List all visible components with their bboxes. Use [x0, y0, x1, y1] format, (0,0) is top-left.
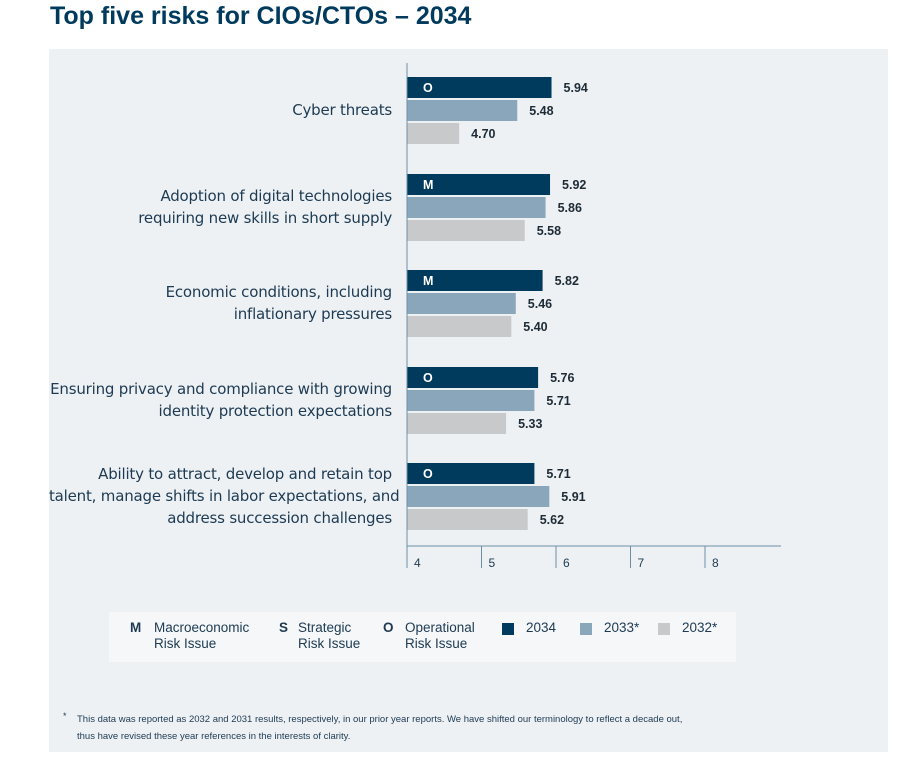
- legend-code-s: S: [279, 620, 289, 635]
- value-label-4-2032: 5.33: [518, 417, 542, 431]
- value-label-1-2032: 4.70: [471, 127, 495, 141]
- value-label-5-2034: 5.71: [546, 467, 570, 481]
- bar-2-2034: [407, 174, 551, 195]
- risk-code-2: M: [423, 178, 433, 192]
- value-label-3-2033: 5.46: [528, 297, 552, 311]
- value-label-2-2033: 5.86: [558, 201, 582, 215]
- legend-label-2032: 2032*: [682, 620, 718, 635]
- legend-label-strategic: Strategic Risk Issue: [298, 620, 360, 652]
- value-label-1-2033: 5.48: [529, 104, 553, 118]
- bar-plot: 5.94 5.48 4.70 O 5.92 5.86 5.58 M 5.825.46 5.40 M 5…: [406, 63, 781, 570]
- legend: M Macroeconomic Risk Issue S Strategic R…: [109, 612, 736, 662]
- risk-code-3: M: [423, 274, 433, 288]
- legend-label-macroeconomic: Macroeconomic Risk Issue: [154, 620, 249, 652]
- category-label-4: Ensuring privacy and compliance with gro…: [49, 378, 392, 422]
- bar-4-2034: [407, 367, 539, 388]
- legend-label-strategic-line2: Risk Issue: [298, 636, 361, 651]
- footnote-line-2: thus have revised these year references …: [77, 731, 351, 742]
- category-label-2-line-1: Adoption of digital technologies: [160, 187, 392, 205]
- legend-code-o: O: [383, 620, 394, 635]
- category-label-5-line-3: address succession challenges: [167, 509, 392, 527]
- category-label-2-line-2: requiring new skills in short supply: [138, 209, 392, 227]
- category-label-4-line-2: identity protection expectations: [158, 402, 393, 420]
- risk-code-4: O: [423, 371, 433, 385]
- legend-label-2033: 2033*: [604, 620, 640, 635]
- legend-code-m: M: [130, 620, 142, 635]
- value-label-5-2032: 5.62: [540, 513, 564, 527]
- bar-3-2032: [407, 316, 512, 337]
- value-label-2-2032: 5.58: [537, 224, 561, 238]
- value-label-4-2034: 5.76: [550, 371, 574, 385]
- legend-label-macroeconomic-line2: Risk Issue: [154, 636, 217, 651]
- bar-4-2032: [407, 413, 507, 434]
- bar-2-2033: [407, 197, 546, 218]
- legend-label-operational: Operational Risk Issue: [405, 620, 475, 652]
- footnote-line-1: This data was reported as 2032 and 2031 …: [77, 714, 683, 725]
- value-label-5-2033: 5.91: [561, 490, 585, 504]
- risk-code-5: O: [423, 467, 433, 481]
- bar-5-2032: [407, 509, 528, 530]
- bar-1-2033: [407, 100, 518, 121]
- legend-label-2034: 2034: [526, 620, 557, 635]
- x-tick-label-4: 4: [414, 556, 421, 570]
- chart-title: Top five risks for CIOs/CTOs – 2034: [50, 2, 472, 30]
- category-label-5-line-2: talent, manage shifts in labor expectati…: [49, 487, 400, 505]
- bar-4-2033: [407, 390, 535, 411]
- x-tick-label-6: 6: [563, 556, 570, 570]
- value-label-2-2034: 5.92: [562, 178, 586, 192]
- legend-swatch-2034: [502, 623, 514, 635]
- category-label-3-line-2: inflationary pressures: [233, 305, 392, 323]
- bar-1-2034: [407, 77, 552, 98]
- category-label-1: Cyber threats: [49, 99, 392, 121]
- category-label-2: Adoption of digital technologies requirin…: [49, 185, 392, 229]
- category-label-5: Ability to attract, develop and retain t…: [49, 463, 400, 529]
- x-tick-label-5: 5: [489, 556, 496, 570]
- legend-label-operational-line1: Operational: [405, 620, 475, 635]
- legend-label-strategic-line1: Strategic: [298, 620, 352, 635]
- bar-3-2034: [407, 270, 543, 291]
- value-label-4-2033: 5.71: [546, 394, 570, 408]
- bar-2-2032: [407, 220, 525, 241]
- category-label-3-line-1: Economic conditions, including: [165, 283, 393, 301]
- value-label-3-2034: 5.82: [555, 274, 579, 288]
- bar-3-2033: [407, 293, 516, 314]
- category-label-4-line-1: Ensuring privacy and compliance with gro…: [50, 380, 392, 398]
- bar-5-2033: [407, 486, 550, 507]
- risk-code-1: O: [423, 81, 433, 95]
- legend-swatch-2032: [658, 623, 670, 635]
- bar-1-2032: [407, 123, 460, 144]
- footnote-marker: *: [63, 711, 67, 721]
- legend-label-macroeconomic-line1: Macroeconomic: [154, 620, 250, 635]
- category-label-5-line-1: Ability to attract, develop and retain t…: [98, 465, 392, 483]
- value-label-3-2032: 5.40: [523, 320, 547, 334]
- bar-5-2034: [407, 463, 535, 484]
- category-label-1-line-1: Cyber threats: [292, 101, 392, 119]
- x-tick-label-8: 8: [712, 556, 719, 570]
- chart-panel: Cyber threats Adoption of digital technol…: [49, 49, 888, 752]
- value-label-1-2034: 5.94: [564, 81, 588, 95]
- footnote: * This data was reported as 2032 and 203…: [63, 711, 877, 745]
- legend-swatch-2033: [580, 623, 592, 635]
- legend-label-operational-line2: Risk Issue: [405, 636, 468, 651]
- category-label-3: Economic conditions, including inflationa…: [49, 281, 393, 325]
- x-tick-label-7: 7: [638, 556, 645, 570]
